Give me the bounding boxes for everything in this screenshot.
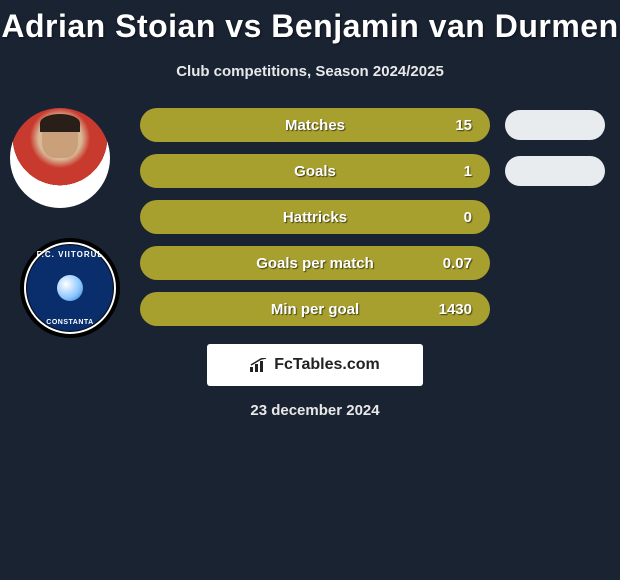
attribution-badge: FcTables.com: [207, 344, 423, 386]
stat-row-gpm: Goals per match 0.07: [140, 246, 490, 280]
attribution-text: FcTables.com: [274, 356, 380, 374]
stat-row-matches: Matches 15: [140, 108, 490, 142]
stat-bars: Matches 15 Goals 1 Hattricks 0: [140, 108, 490, 326]
club-badge: F.C. VIITORUL CONSTANTA: [20, 238, 120, 338]
stat-row-mpg: Min per goal 1430: [140, 292, 490, 326]
stat-value: 0.07: [443, 255, 472, 272]
club-badge-top-text: F.C. VIITORUL: [26, 250, 114, 259]
stat-pill: Min per goal 1430: [140, 292, 490, 326]
stat-pill: Goals 1: [140, 154, 490, 188]
club-badge-bottom-text: CONSTANTA: [26, 319, 114, 326]
stat-label: Goals: [294, 163, 336, 180]
stat-value: 15: [455, 117, 472, 134]
club-badge-inner: F.C. VIITORUL CONSTANTA: [24, 242, 116, 334]
subtitle: Club competitions, Season 2024/2025: [0, 63, 620, 80]
stat-pill: Hattricks 0: [140, 200, 490, 234]
stat-label: Goals per match: [256, 255, 374, 272]
date-text: 23 december 2024: [10, 402, 620, 419]
stat-pill: Goals per match 0.07: [140, 246, 490, 280]
player-photo: [10, 108, 110, 208]
stat-row-hattricks: Hattricks 0: [140, 200, 490, 234]
chart-icon: [250, 358, 268, 372]
club-badge-ball-icon: [57, 275, 83, 301]
stat-value: 1: [464, 163, 472, 180]
infographic-container: Adrian Stoian vs Benjamin van Durmen Clu…: [0, 0, 620, 419]
stat-label: Hattricks: [283, 209, 347, 226]
side-pill: [505, 110, 605, 140]
content-area: F.C. VIITORUL CONSTANTA Matches 15 Goals…: [0, 108, 620, 419]
stat-value: 0: [464, 209, 472, 226]
stat-row-goals: Goals 1: [140, 154, 490, 188]
side-pill: [505, 156, 605, 186]
stat-label: Matches: [285, 117, 345, 134]
page-title: Adrian Stoian vs Benjamin van Durmen: [0, 8, 620, 45]
stat-value: 1430: [439, 301, 472, 318]
stat-label: Min per goal: [271, 301, 359, 318]
stat-pill: Matches 15: [140, 108, 490, 142]
